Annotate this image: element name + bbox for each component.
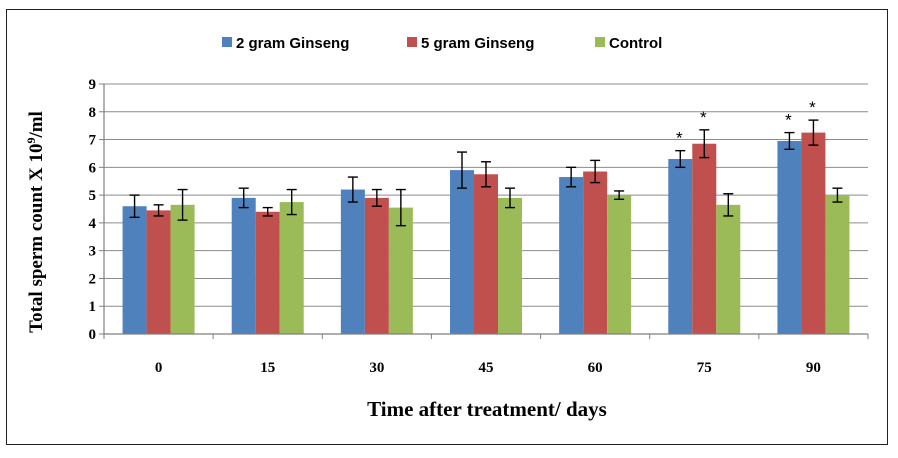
significance-star: * bbox=[785, 111, 792, 130]
significance-star: * bbox=[676, 129, 683, 148]
bar bbox=[255, 211, 280, 334]
y-tick-label: 7 bbox=[89, 133, 97, 149]
y-axis-title: Total sperm count X 109/ml bbox=[24, 111, 47, 333]
legend-swatch-2g bbox=[222, 37, 232, 47]
x-tick-labels: 0 15 30 45 60 75 90 bbox=[103, 334, 869, 376]
bar bbox=[231, 197, 256, 334]
x-tick-label: 30 bbox=[369, 360, 384, 376]
y-tick-label: 5 bbox=[89, 188, 97, 204]
bar bbox=[825, 195, 850, 334]
y-axis-title-prefix: Total sperm count X 10 bbox=[26, 144, 47, 333]
bar bbox=[474, 174, 498, 334]
bar bbox=[692, 143, 717, 334]
bar bbox=[340, 189, 365, 334]
legend-swatch-control bbox=[595, 37, 605, 47]
bar bbox=[583, 171, 608, 334]
legend-label-5g: 5 gram Ginseng bbox=[421, 35, 534, 52]
bars bbox=[122, 132, 850, 334]
x-tick-label: 90 bbox=[806, 360, 821, 376]
y-tick-label: 4 bbox=[89, 216, 97, 232]
x-tick-label: 75 bbox=[697, 360, 712, 376]
y-tick-labels: 0 1 2 3 4 5 6 7 8 9 bbox=[89, 77, 97, 343]
error-bars bbox=[129, 119, 843, 227]
x-tick-label: 60 bbox=[588, 360, 603, 376]
bar bbox=[170, 204, 195, 334]
bar bbox=[777, 140, 802, 334]
y-tick-label: 3 bbox=[89, 244, 97, 260]
y-tick-label: 9 bbox=[89, 77, 97, 93]
x-tick-label: 45 bbox=[479, 360, 494, 376]
x-tick-label: 0 bbox=[155, 360, 163, 376]
bar bbox=[450, 170, 474, 334]
legend: 2 gram Ginseng 5 gram Ginseng Control bbox=[222, 35, 662, 52]
bar bbox=[279, 202, 304, 334]
bar bbox=[364, 197, 389, 334]
y-tick-label: 1 bbox=[89, 299, 97, 315]
bar bbox=[801, 132, 826, 334]
y-tick-label: 2 bbox=[89, 271, 97, 287]
bar bbox=[122, 206, 147, 334]
y-tick-label: 0 bbox=[89, 327, 97, 343]
x-axis-title: Time after treatment/ days bbox=[367, 397, 607, 421]
x-tick-label: 15 bbox=[260, 360, 275, 376]
bar bbox=[559, 177, 584, 334]
axes bbox=[103, 84, 868, 335]
bar bbox=[668, 159, 693, 334]
y-axis-title-exponent: 9 bbox=[24, 138, 38, 144]
significance-star: * bbox=[809, 98, 816, 117]
legend-label-control: Control bbox=[609, 35, 662, 52]
y-tick-label: 6 bbox=[89, 160, 97, 176]
bar bbox=[498, 197, 522, 334]
y-tick-label: 8 bbox=[89, 105, 97, 121]
bar bbox=[607, 195, 632, 334]
bar bbox=[388, 207, 413, 334]
significance-star: * bbox=[700, 108, 707, 127]
legend-swatch-5g bbox=[407, 37, 417, 47]
bar bbox=[146, 210, 171, 334]
significance-markers: * * * * bbox=[676, 98, 816, 148]
y-axis-title-suffix: /ml bbox=[26, 111, 47, 138]
bar bbox=[716, 204, 741, 334]
legend-label-2g: 2 gram Ginseng bbox=[236, 35, 349, 52]
